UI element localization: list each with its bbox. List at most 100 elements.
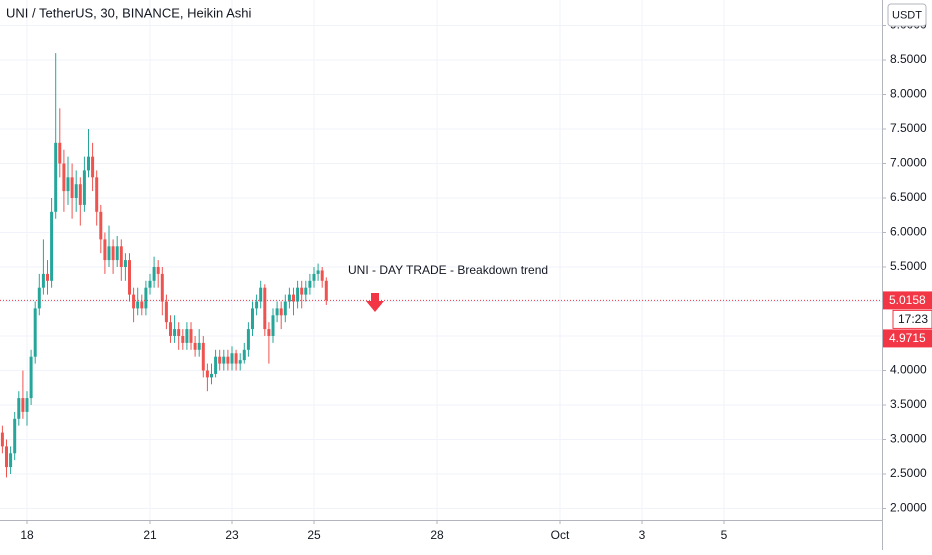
candle-body bbox=[238, 360, 242, 364]
candle-body bbox=[0, 432, 4, 447]
candle-body bbox=[119, 246, 123, 268]
candle-body bbox=[54, 142, 58, 212]
candle-body bbox=[283, 301, 287, 316]
candle-body bbox=[115, 246, 119, 261]
grid bbox=[0, 0, 882, 520]
candle-body bbox=[70, 177, 74, 199]
candle-body bbox=[25, 398, 29, 412]
y-tick-label: 3.5000 bbox=[890, 397, 927, 411]
candle-body bbox=[320, 270, 324, 281]
countdown-label: 17:23 bbox=[898, 312, 928, 326]
candle-body bbox=[201, 342, 205, 371]
y-tick-label: 8.5000 bbox=[890, 52, 927, 66]
chart-title: UNI / TetherUS, 30, BINANCE, Heikin Ashi bbox=[6, 5, 252, 20]
candle-body bbox=[41, 273, 45, 288]
x-tick-label: 28 bbox=[430, 528, 444, 542]
candle-body bbox=[33, 308, 37, 357]
y-tick-label: 7.5000 bbox=[890, 121, 927, 135]
candle-body bbox=[234, 353, 238, 364]
candle-body bbox=[291, 294, 295, 302]
y-tick-label: 3.0000 bbox=[890, 432, 927, 446]
candle-body bbox=[304, 287, 308, 295]
candle-body bbox=[29, 356, 33, 399]
y-tick-label: 7.0000 bbox=[890, 156, 927, 170]
candle-body bbox=[197, 342, 201, 350]
candle-body bbox=[300, 287, 304, 295]
candle-body bbox=[205, 370, 209, 378]
candle-body bbox=[78, 184, 82, 205]
candle-body bbox=[250, 308, 254, 330]
candle-body bbox=[242, 349, 246, 361]
candle-body bbox=[13, 418, 17, 454]
candle-body bbox=[58, 142, 62, 164]
currency-label[interactable]: USDT bbox=[892, 9, 922, 21]
x-tick-label: Oct bbox=[551, 528, 570, 542]
y-tick-label: 2.0000 bbox=[890, 501, 927, 515]
currency-box[interactable] bbox=[887, 3, 927, 27]
candle-body bbox=[168, 322, 172, 336]
second-price-box bbox=[883, 329, 932, 348]
candle-body bbox=[181, 335, 185, 343]
x-tick-label: 23 bbox=[225, 528, 239, 542]
candle-body bbox=[74, 184, 78, 199]
last-price-label: 5.0158 bbox=[889, 293, 926, 307]
last-price-box bbox=[883, 291, 932, 310]
candle-body bbox=[91, 156, 95, 178]
candle-body bbox=[123, 260, 127, 268]
candle-body bbox=[222, 356, 226, 364]
x-tick-label: 25 bbox=[307, 528, 321, 542]
candle-body bbox=[185, 329, 189, 343]
candle-body bbox=[111, 246, 115, 261]
x-tick-label: 18 bbox=[20, 528, 34, 542]
candle-body bbox=[132, 294, 136, 309]
candle-body bbox=[267, 329, 271, 336]
candle-body bbox=[148, 280, 152, 288]
candle-body bbox=[17, 398, 21, 419]
candle-body bbox=[152, 267, 156, 281]
candle-body bbox=[246, 329, 250, 350]
candle-body bbox=[136, 301, 140, 309]
candle-body bbox=[21, 398, 25, 412]
candle-body bbox=[156, 267, 160, 274]
x-tick-label: 21 bbox=[143, 528, 157, 542]
second-price-label: 4.9715 bbox=[889, 331, 926, 345]
candle-body bbox=[144, 287, 148, 309]
candle-body bbox=[82, 170, 86, 205]
candle-body bbox=[193, 342, 197, 350]
candle-body bbox=[316, 270, 320, 274]
candle-body bbox=[66, 177, 70, 192]
candle-body bbox=[287, 294, 291, 302]
countdown-box bbox=[892, 309, 932, 329]
y-tick-label: 8.0000 bbox=[890, 87, 927, 101]
candle-body bbox=[160, 273, 164, 302]
candles bbox=[0, 53, 328, 478]
down-arrow bbox=[366, 293, 384, 312]
y-tick-label: 6.5000 bbox=[890, 190, 927, 204]
candle-body bbox=[62, 163, 66, 192]
candle-body bbox=[275, 308, 279, 316]
candle-body bbox=[95, 177, 99, 212]
candle-body bbox=[259, 287, 263, 302]
candle-body bbox=[189, 329, 193, 343]
candle-body bbox=[164, 301, 168, 323]
candle-body bbox=[140, 301, 144, 309]
y-tick-label: 5.5000 bbox=[890, 259, 927, 273]
candle-body bbox=[45, 273, 49, 281]
candle-body bbox=[177, 329, 181, 336]
candle-body bbox=[230, 353, 234, 364]
candle-body bbox=[308, 280, 312, 288]
y-tick-label: 2.5000 bbox=[890, 466, 927, 480]
candle-body bbox=[99, 211, 103, 240]
candle-body bbox=[255, 301, 259, 309]
candle-body bbox=[4, 446, 8, 468]
candle-body bbox=[50, 211, 54, 281]
candle-body bbox=[127, 260, 131, 295]
x-tick-label: 3 bbox=[639, 528, 646, 542]
candle-body bbox=[103, 239, 107, 261]
candle-body bbox=[263, 287, 267, 330]
candle-body bbox=[312, 273, 316, 281]
y-tick-label: 6.0000 bbox=[890, 225, 927, 239]
x-tick-label: 5 bbox=[721, 528, 728, 542]
y-tick-label: 4.0000 bbox=[890, 363, 927, 377]
